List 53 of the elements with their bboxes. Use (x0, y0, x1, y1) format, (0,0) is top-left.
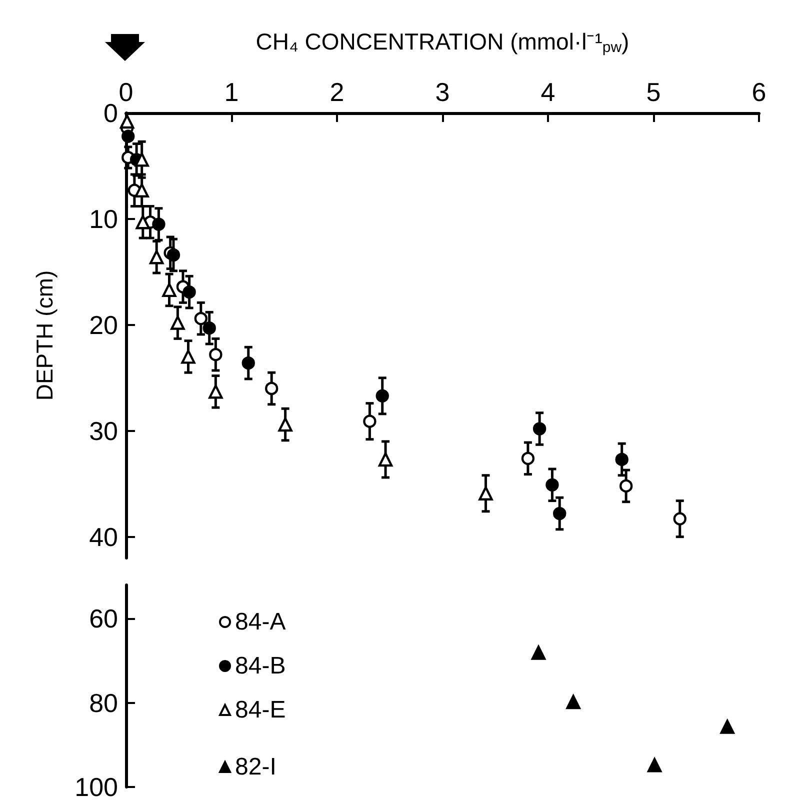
y-tick-label: 40 (89, 522, 118, 552)
point (166, 248, 180, 262)
point (378, 452, 393, 467)
legend-label: 84-E (235, 696, 286, 724)
x-tick-label: 5 (646, 77, 661, 107)
legend-label: 84-A (235, 608, 286, 636)
point (182, 285, 196, 299)
y-tick-label: 60 (89, 604, 118, 634)
point (181, 350, 196, 364)
point (478, 486, 493, 500)
y-tick-label: 100 (74, 772, 118, 802)
x-tick-label: 2 (330, 77, 344, 107)
point (134, 152, 149, 167)
point (376, 389, 389, 402)
point (265, 382, 278, 396)
point (278, 417, 292, 432)
point (149, 250, 164, 264)
point (531, 646, 546, 660)
point (136, 215, 150, 230)
point (242, 356, 255, 370)
y-tick-label: 30 (89, 416, 118, 446)
point (209, 348, 222, 362)
point (546, 478, 559, 492)
y-tick-label: 10 (89, 204, 118, 234)
point (720, 720, 734, 734)
y-tick-label: 80 (89, 688, 118, 718)
point (521, 452, 535, 465)
point (170, 316, 185, 330)
point (566, 694, 580, 710)
point (619, 479, 633, 493)
point (532, 422, 546, 436)
point (134, 183, 149, 198)
point (122, 130, 135, 143)
point (120, 114, 134, 129)
point (208, 384, 223, 399)
point (673, 512, 686, 526)
x-tick-label: 3 (435, 77, 450, 107)
point (162, 282, 176, 298)
legend-label: 84-B (235, 652, 286, 680)
x-tick-label: 1 (224, 77, 239, 107)
point (553, 506, 566, 520)
y-tick-label: 0 (104, 98, 118, 128)
point (615, 452, 628, 466)
point (363, 414, 376, 428)
point (194, 312, 208, 326)
x-tick-label: 6 (752, 77, 766, 107)
y-axis-title: DEPTH (cm) (32, 270, 58, 401)
point (202, 321, 216, 335)
x-tick-label: 4 (540, 77, 556, 107)
point (647, 758, 662, 772)
y-tick-label: 20 (89, 310, 118, 340)
legend-label: 82-I (235, 754, 276, 780)
point (152, 218, 166, 231)
